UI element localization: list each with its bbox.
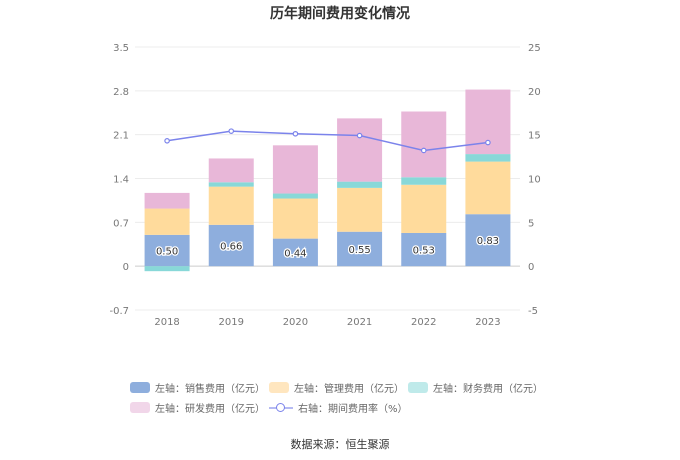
bar-sales [144,234,190,267]
data-label-sales: 0.55 [348,245,370,256]
legend-item-sales[interactable]: 左轴：销售费用（亿元） [130,380,269,395]
right-tick-label: 0 [528,262,534,273]
bar-finance [337,181,383,188]
x-tick-label: 2022 [411,317,436,328]
line-rate-point [164,138,170,144]
data-source: 数据来源：恒生聚源 [290,438,390,451]
line-rate-point [485,139,491,146]
legend-item-rnd[interactable]: 左轴：研发费用（亿元） [130,400,269,415]
bar-rnd [272,145,318,194]
line-rate [166,130,489,152]
bar-admin [337,187,383,232]
bar-rnd [401,111,447,178]
data-label-sales: 0.50 [156,247,178,258]
bar-finance [401,177,447,185]
bar-rnd [337,118,383,182]
x-tick-label: 2018 [154,317,179,328]
bar-admin [465,161,511,215]
bar-sales [208,224,254,267]
x-tick-label: 2020 [283,317,308,328]
chart-plot: -0.7 0 0.7 1.4 2.1 2.8 3.5 -5 0 5 10 15 20 25 2018 2019… [109,43,541,328]
chart-legend: 左轴：销售费用（亿元） 左轴：管理费用（亿元） 左轴：财务费用（亿元） 左轴：研… [130,377,560,417]
right-tick-label: 5 [528,218,534,229]
bar-admin [401,184,447,233]
bar-finance [272,193,318,199]
legend-swatch-admin [269,381,289,393]
data-label-sales: 0.83 [477,236,499,247]
bar-admin [272,198,318,239]
bar-rnd [144,192,190,209]
left-tick-label: 1.4 [113,175,129,186]
right-tick-label: -5 [528,306,538,317]
legend-swatch-sales [130,381,150,393]
legend-label-finance: 左轴：财务费用（亿元） [433,383,543,395]
left-tick-label: 2.8 [113,87,129,98]
legend-swatch-rate [269,402,293,413]
line-rate-point [356,132,363,139]
right-tick-label: 15 [528,131,541,142]
right-tick-label: 25 [528,43,541,54]
legend-item-admin[interactable]: 左轴：管理费用（亿元） [269,380,408,395]
bar-sales [465,214,511,267]
left-tick-label: 2.1 [113,131,129,142]
data-label-sales: 0.66 [220,242,242,253]
line-rate-point [420,147,427,154]
left-tick-label: 0.7 [113,218,129,229]
legend-item-rate[interactable]: 右轴：期间费用率（%） [269,400,408,415]
legend-label-rate: 右轴：期间费用率（%） [298,403,408,415]
right-tick-label: 10 [528,175,541,186]
x-tick-label: 2021 [347,317,372,328]
bar-admin [208,186,254,225]
line-rate-point [228,128,235,134]
left-tick-label: -0.7 [109,306,129,317]
left-tick-label: 3.5 [113,43,129,54]
bar-sales [401,232,447,267]
bar-sales [272,238,318,267]
legend-label-sales: 左轴：销售费用（亿元） [155,383,265,395]
data-label-sales: 0.53 [413,246,435,257]
legend-swatch-rnd [130,401,150,413]
x-tick-label: 2019 [219,317,244,328]
x-tick-label: 2023 [475,317,500,328]
line-rate-point [292,130,299,137]
bar-finance [208,182,254,187]
legend-label-admin: 左轴：管理费用（亿元） [294,383,404,395]
chart-title: 历年期间费用变化情况 [270,6,410,22]
legend-item-finance[interactable]: 左轴：财务费用（亿元） [408,380,547,395]
bar-admin [144,208,190,235]
bar-sales [337,231,383,267]
right-tick-label: 20 [528,87,541,98]
bar-rnd [208,158,254,183]
left-tick-label: 0 [123,262,129,273]
legend-swatch-finance [408,381,428,393]
legend-label-rnd: 左轴：研发费用（亿元） [155,403,265,415]
bar-finance [144,266,190,272]
bar-finance [465,154,511,162]
data-label-sales: 0.44 [284,248,306,259]
